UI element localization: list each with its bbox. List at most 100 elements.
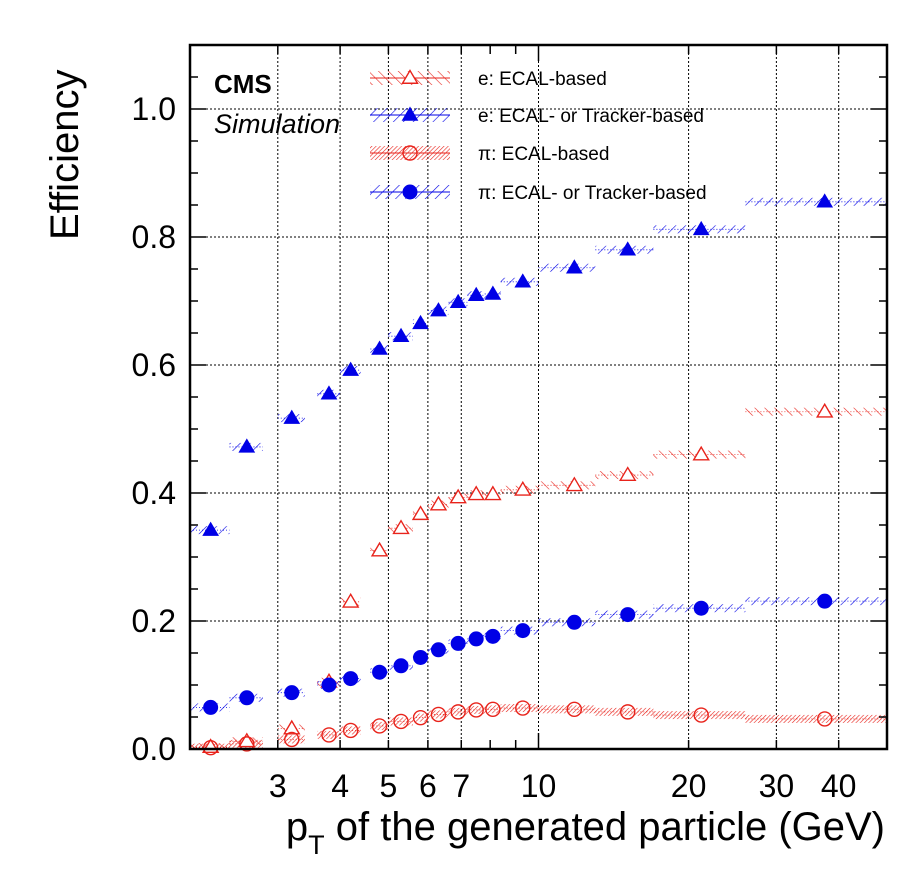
legend-label: e: ECAL- or Tracker-based — [478, 106, 704, 127]
data-point — [202, 521, 220, 536]
x-tick-label: 4 — [331, 768, 349, 804]
data-point — [484, 285, 502, 300]
data-point — [413, 649, 429, 665]
data-point — [342, 722, 359, 739]
data-point — [450, 635, 466, 651]
legend-marker — [402, 145, 418, 161]
legend-entry: e: ECAL- or Tracker-based — [370, 106, 704, 127]
legend-entry: e: ECAL-based — [370, 69, 607, 90]
data-point — [283, 409, 301, 424]
uncertainty-band — [317, 730, 341, 739]
x-tick-label: 3 — [269, 768, 287, 804]
uncertainty-band — [745, 597, 887, 606]
data-point — [412, 709, 429, 726]
data-point — [815, 402, 834, 418]
y-tick-label: 1.0 — [132, 91, 176, 127]
uncertainty-band — [484, 705, 501, 714]
x-tick-label: 5 — [380, 768, 398, 804]
y-tick-label: 0.2 — [132, 603, 176, 639]
data-point — [692, 220, 710, 236]
x-tick-label: 7 — [452, 768, 470, 804]
uncertainty-band — [745, 197, 887, 206]
data-point — [203, 699, 219, 715]
data-point — [342, 361, 360, 376]
data-point — [429, 495, 448, 511]
data-point — [468, 631, 484, 647]
data-point — [693, 600, 709, 616]
data-point — [515, 700, 531, 716]
y-tick-label: 0.8 — [132, 219, 176, 255]
data-point — [430, 642, 446, 658]
uncertainty-band — [340, 726, 361, 735]
data-point — [449, 488, 467, 504]
x-tick-label: 20 — [671, 768, 707, 804]
data-point — [515, 623, 531, 639]
data-point — [514, 273, 532, 288]
data-point — [565, 476, 584, 492]
data-point — [341, 592, 360, 608]
data-point — [692, 445, 710, 461]
y-axis-title: Efficiency — [43, 70, 87, 240]
x-axis-title: pT of the generated particle (GeV) — [286, 805, 885, 860]
data-point — [412, 314, 429, 330]
cms-label: CMS — [214, 69, 272, 99]
data-point — [816, 193, 834, 208]
data-point — [449, 293, 467, 309]
data-point — [565, 259, 583, 274]
uncertainty-band — [467, 705, 485, 714]
uncertainty-band — [745, 407, 887, 416]
x-tick-label: 30 — [759, 768, 795, 804]
data-point — [284, 685, 300, 701]
data-point — [284, 731, 300, 748]
x-tick-label: 6 — [419, 768, 437, 804]
data-point — [566, 614, 582, 630]
data-point — [239, 736, 255, 752]
simulation-label: Simulation — [214, 109, 340, 139]
data-point — [239, 690, 255, 706]
legend: e: ECAL-based e: ECAL- or Tracker-based π:… — [370, 69, 707, 204]
data-point — [566, 701, 583, 718]
data-point — [620, 607, 636, 623]
data-point — [321, 677, 337, 693]
uncertainty-band — [595, 707, 654, 716]
data-point — [238, 438, 256, 453]
x-axis-title-subscript: T — [308, 830, 325, 860]
data-point — [468, 702, 484, 718]
x-tick-label: 40 — [821, 768, 857, 804]
data-point — [392, 327, 410, 342]
data-point — [393, 658, 409, 674]
y-tick-label: 0.6 — [132, 347, 176, 383]
legend-marker — [401, 106, 419, 121]
data-point — [817, 711, 833, 727]
data-point — [283, 719, 301, 735]
data-point — [202, 740, 219, 756]
data-point — [392, 519, 410, 535]
legend-marker — [402, 184, 418, 200]
legend-label: e: ECAL-based — [478, 69, 607, 90]
data-point — [371, 718, 388, 734]
data-point — [620, 704, 636, 720]
data-point — [485, 701, 501, 718]
data-point — [450, 704, 466, 720]
plot-frame — [188, 43, 889, 751]
legend-entry: π: ECAL- or Tracker-based — [370, 183, 707, 204]
data-point — [320, 385, 338, 400]
data-point — [619, 241, 637, 256]
uncertainty-band — [653, 711, 746, 720]
legend-label: π: ECAL-based — [478, 144, 609, 165]
data-point — [514, 480, 532, 496]
data-point — [619, 466, 637, 482]
uncertainty-band — [538, 263, 596, 272]
data-point — [411, 505, 430, 521]
data-point — [372, 664, 388, 680]
data-point — [371, 340, 388, 355]
data-point — [484, 485, 502, 501]
x-axis-title-prefix: p — [286, 805, 308, 849]
y-tick-label: 0.0 — [132, 731, 176, 767]
data-point — [430, 302, 447, 317]
uncertainty-band — [538, 481, 596, 490]
y-tick-label: 0.4 — [132, 475, 176, 511]
uncertainty-band — [412, 713, 428, 722]
data-point — [370, 541, 389, 557]
